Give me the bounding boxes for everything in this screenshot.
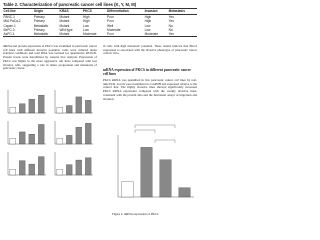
table-cell: Primary	[33, 27, 45, 32]
table-cell: Low	[83, 27, 89, 32]
table-cell: No	[168, 27, 173, 32]
table-cell: Poor	[107, 14, 114, 19]
table-row: Capan-1 Metastatic Mutant Low Well Low No	[3, 23, 197, 28]
column-header: Origin	[33, 8, 60, 15]
column-header: Metastasis	[168, 8, 197, 15]
paragraph: PKCδ mRNA was quantified in five pancrea…	[103, 79, 197, 101]
table-cell: PANC-1	[3, 14, 15, 19]
bar	[66, 164, 73, 176]
bar	[56, 138, 63, 145]
table-cell: Mutant	[59, 23, 70, 28]
table-cell: Mutant	[59, 32, 83, 38]
significance-bracket	[154, 139, 176, 143]
table-cell: Low	[83, 23, 89, 28]
paragraph: mRNA and protein expression of PKCδ was …	[3, 45, 97, 71]
table: Cell line Origin KRAS PKCδ Differentiation In…	[3, 8, 197, 38]
table-row: PANC-1 Primary Mutant High Poor High Yes	[3, 14, 197, 19]
table-cell: Low	[144, 23, 151, 28]
table-cell: Poor	[107, 19, 114, 24]
table-cell: Yes	[168, 19, 174, 24]
table-cell: Mutant	[59, 14, 70, 19]
bar	[66, 135, 73, 145]
bar	[178, 187, 191, 198]
bar	[38, 95, 45, 114]
table-cell: Moderate	[144, 32, 169, 38]
bar	[56, 169, 63, 176]
bar	[28, 99, 35, 114]
table-cell: Metastatic	[33, 23, 49, 28]
table-cell: Low	[144, 27, 151, 32]
bar	[75, 96, 82, 114]
table-cell: Primary	[33, 14, 45, 19]
bar	[85, 100, 92, 114]
column-header: PKCδ	[82, 8, 107, 15]
bar	[38, 156, 45, 176]
table-title: Table 2. Characterization of pancreatic …	[3, 2, 137, 7]
column-header: KRAS	[59, 8, 83, 15]
table-cell: High	[144, 14, 152, 19]
page: {"table":{"title":"Table 2. Characteriza…	[3, 2, 197, 216]
figures	[7, 90, 194, 198]
section-heading: mRNA expression of PKCδ in different pan…	[103, 68, 191, 77]
bar	[85, 123, 92, 145]
table-cell: Poor	[106, 32, 145, 38]
bar	[19, 160, 26, 176]
bar	[28, 134, 35, 145]
table-cell: Wild type	[59, 27, 73, 32]
column-header: Invasion	[144, 8, 169, 15]
table-cell: MIA PaCa-2	[3, 19, 21, 24]
table-cell: High	[83, 14, 90, 19]
bar	[75, 127, 82, 145]
table-cell: High	[83, 19, 90, 24]
table-cell: Moderate	[82, 32, 107, 38]
column-header: Cell line	[3, 8, 34, 15]
bar	[19, 131, 26, 145]
bar	[19, 103, 26, 114]
table-row: AsPC-1 Metastatic Mutant Moderate Poor Modera…	[3, 32, 197, 38]
table-cell: Metastatic	[33, 32, 60, 38]
table-cell: BxPC-3	[3, 27, 15, 32]
table-row: BxPC-3 Primary Wild type Low Moderate Low No	[3, 28, 197, 32]
table-cell: Capan-1	[3, 23, 16, 28]
bar	[9, 169, 16, 176]
bar	[66, 105, 73, 114]
paragraph: in cells with high metastatic potential.…	[103, 45, 197, 56]
table-cell: Primary	[33, 19, 45, 24]
figure-caption: Figure 2. mRNA expression of PKCδ	[112, 213, 159, 216]
table-cell: High	[144, 19, 152, 24]
significance-bracket	[134, 124, 176, 128]
bar	[75, 159, 82, 176]
bar	[85, 157, 92, 176]
bar	[9, 138, 16, 145]
bar	[28, 163, 35, 176]
table-row: MIA PaCa-2 Primary Mutant High Poor High Yes	[3, 19, 197, 23]
table-cell: Moderate	[107, 27, 121, 32]
bar	[159, 159, 172, 198]
table-cell: Well	[107, 23, 114, 28]
bar	[121, 181, 134, 198]
bar	[140, 147, 153, 198]
table-cell: Yes	[168, 14, 174, 19]
bar	[56, 107, 63, 114]
table-cell: Mutant	[59, 19, 70, 24]
table-cell: No	[168, 23, 173, 28]
bar	[38, 124, 45, 145]
significance-bracket	[134, 129, 156, 133]
column-header: Differentiation	[106, 8, 145, 15]
table-cell: Yes	[168, 32, 197, 38]
table-cell: AsPC-1	[3, 32, 34, 38]
bar	[9, 107, 16, 114]
